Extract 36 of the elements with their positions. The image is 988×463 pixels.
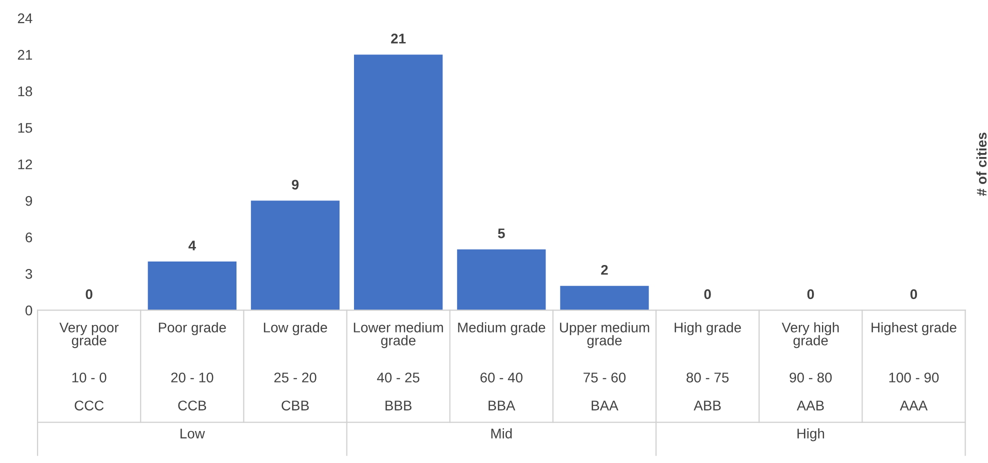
data-label: 9 xyxy=(292,180,299,190)
bar xyxy=(250,200,340,310)
data-label: 0 xyxy=(807,289,814,300)
category-label: Very high grade 90 - 80 AAB xyxy=(782,322,839,410)
data-label: 21 xyxy=(391,34,406,44)
category-label: Highest grade 100 - 90 AAA xyxy=(872,322,956,410)
y-tick-label: 9 xyxy=(26,196,32,206)
data-label: 0 xyxy=(910,289,918,300)
category-label: Low grade 25 - 20 CBB xyxy=(264,322,328,410)
category-label: Upper medium grade 75 - 60 BAA xyxy=(560,322,650,410)
bar xyxy=(560,286,649,310)
category-label: Poor grade 20 - 10 CCB xyxy=(158,322,226,410)
category-label: Very poor grade 10 - 0 CCC xyxy=(59,322,119,410)
y-tick-label: 18 xyxy=(18,86,32,96)
y-tick-label: 3 xyxy=(25,269,32,279)
category-label: Medium grade 60 - 40 BBA xyxy=(458,322,546,410)
data-label: 0 xyxy=(704,289,711,300)
data-label: 0 xyxy=(86,289,92,300)
category-label: Lower medium grade 40 - 25 BBB xyxy=(354,322,443,410)
bar xyxy=(457,249,546,310)
y-tick-label: 0 xyxy=(26,306,32,316)
y-tick-label: 15 xyxy=(18,123,32,133)
y-tick-label: 24 xyxy=(18,13,32,24)
y-tick-label: 6 xyxy=(26,232,32,242)
text: Low xyxy=(180,428,205,438)
data-label: 2 xyxy=(601,264,608,275)
text: High xyxy=(798,428,824,442)
y-tick-label: 12 xyxy=(18,159,32,170)
data-label: 4 xyxy=(188,240,196,250)
text: Mid xyxy=(491,428,512,438)
y-axis-title: # of cities xyxy=(976,132,987,196)
category-label: High grade 80 - 75 ABB xyxy=(674,322,741,410)
bar xyxy=(148,262,236,310)
y-tick-label: 21 xyxy=(18,50,32,60)
data-label: 5 xyxy=(498,228,505,238)
bar xyxy=(354,54,443,310)
